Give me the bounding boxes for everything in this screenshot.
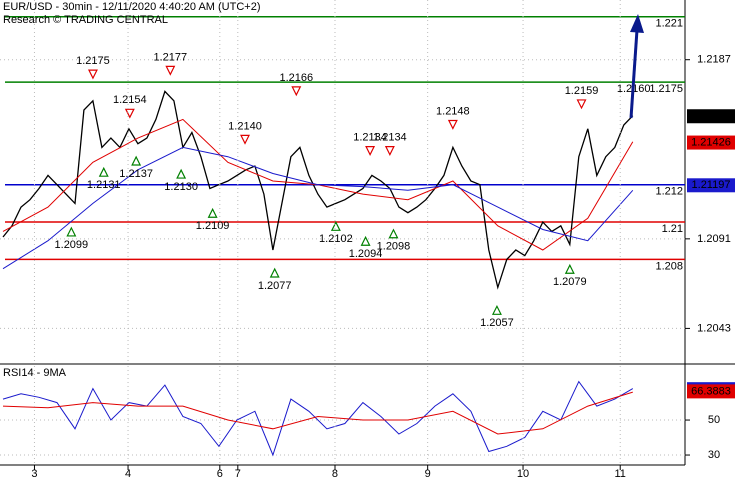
level-label: 1.21	[662, 223, 683, 235]
annotation-label: 1.2166	[279, 72, 313, 84]
annotation-label: 1.2134	[373, 132, 407, 144]
trough-marker	[131, 155, 142, 166]
annotation-label: 1.2177	[153, 51, 187, 63]
last-value-box	[687, 109, 735, 124]
trough-marker	[269, 267, 280, 278]
series-line	[2, 391, 633, 435]
peak-marker	[384, 146, 395, 156]
trough-marker	[176, 168, 187, 179]
peak-marker	[87, 69, 98, 80]
y-tick-label: 1.2043	[697, 322, 731, 334]
annotation-label: 1.2140	[228, 120, 262, 132]
last-value-label: 66.3883	[691, 385, 731, 397]
target-arrow-head	[630, 14, 644, 33]
series-line	[2, 90, 634, 290]
trough-marker	[491, 304, 502, 315]
annotation-label: 1.2098	[377, 241, 411, 253]
level-label: 1.208	[655, 260, 683, 272]
level-label: 1.2175	[649, 83, 683, 95]
annotation-label: 1.2159	[565, 85, 599, 97]
level-label: 1.221	[655, 18, 683, 30]
x-tick-label: 3	[31, 468, 37, 480]
rsi-title: RSI14 - 9MA	[3, 367, 67, 379]
annotation-label: 1.2102	[319, 233, 353, 245]
series-line	[2, 146, 634, 270]
annotation-label: 1.2137	[119, 168, 153, 180]
y-tick-label: 1.2187	[697, 54, 731, 66]
trough-marker	[360, 235, 371, 246]
annotation-label: 1.2154	[113, 94, 147, 106]
last-value-label: 1.21426	[691, 136, 731, 148]
last-value-label: 1.21197	[692, 179, 731, 191]
peak-marker	[447, 119, 458, 130]
annotation-label: 1.2099	[55, 239, 89, 251]
last-value-box	[687, 135, 735, 150]
peak-marker	[240, 134, 250, 145]
peak-marker	[365, 146, 376, 156]
trough-marker	[207, 207, 218, 218]
x-tick-label: 10	[517, 468, 529, 480]
y-tick-label: 50	[708, 414, 720, 426]
y-tick-label: 30	[708, 449, 720, 461]
level-label: 1.212	[655, 186, 683, 198]
peak-marker	[576, 99, 587, 110]
x-tick-label: 8	[332, 468, 338, 480]
trough-marker	[66, 226, 77, 237]
annotation-label: 1.2134	[353, 132, 387, 144]
x-tick-label: 4	[125, 468, 131, 480]
peak-marker	[291, 86, 302, 97]
x-tick-label: 11	[615, 468, 626, 480]
annotation-label: 1.2175	[76, 55, 110, 67]
peak-marker	[124, 108, 135, 119]
annotation-label: 1.2148	[436, 105, 470, 117]
annotation-label: 1.2131	[87, 179, 121, 191]
annotation-label: 1.2057	[480, 317, 514, 329]
annotation-label: 1.2094	[349, 248, 383, 260]
trough-marker	[98, 166, 109, 177]
trough-marker	[564, 263, 575, 274]
chart-title: EUR/USD - 30min - 12/11/2020 4:40:20 AM …	[3, 1, 261, 13]
annotation-label: 1.2109	[196, 220, 230, 232]
last-value-box	[687, 384, 735, 399]
trough-marker	[388, 228, 399, 239]
annotation-label: 1.2077	[258, 280, 292, 292]
peak-marker	[165, 65, 176, 76]
x-tick-label: 7	[235, 468, 241, 480]
last-value-box	[687, 178, 735, 193]
trough-marker	[330, 220, 341, 231]
last-value-label: 1.21567	[691, 110, 731, 122]
series-line	[2, 380, 634, 457]
x-tick-label: 9	[425, 468, 431, 480]
annotation-label: 1.2079	[553, 276, 587, 288]
x-tick-label: 6	[217, 468, 223, 480]
y-tick-label: 1.2091	[697, 233, 731, 245]
annotation-label: 1.2130	[164, 181, 198, 193]
chart-subtitle: Research © TRADING CENTRAL	[3, 14, 168, 26]
target-arrow	[629, 29, 639, 119]
